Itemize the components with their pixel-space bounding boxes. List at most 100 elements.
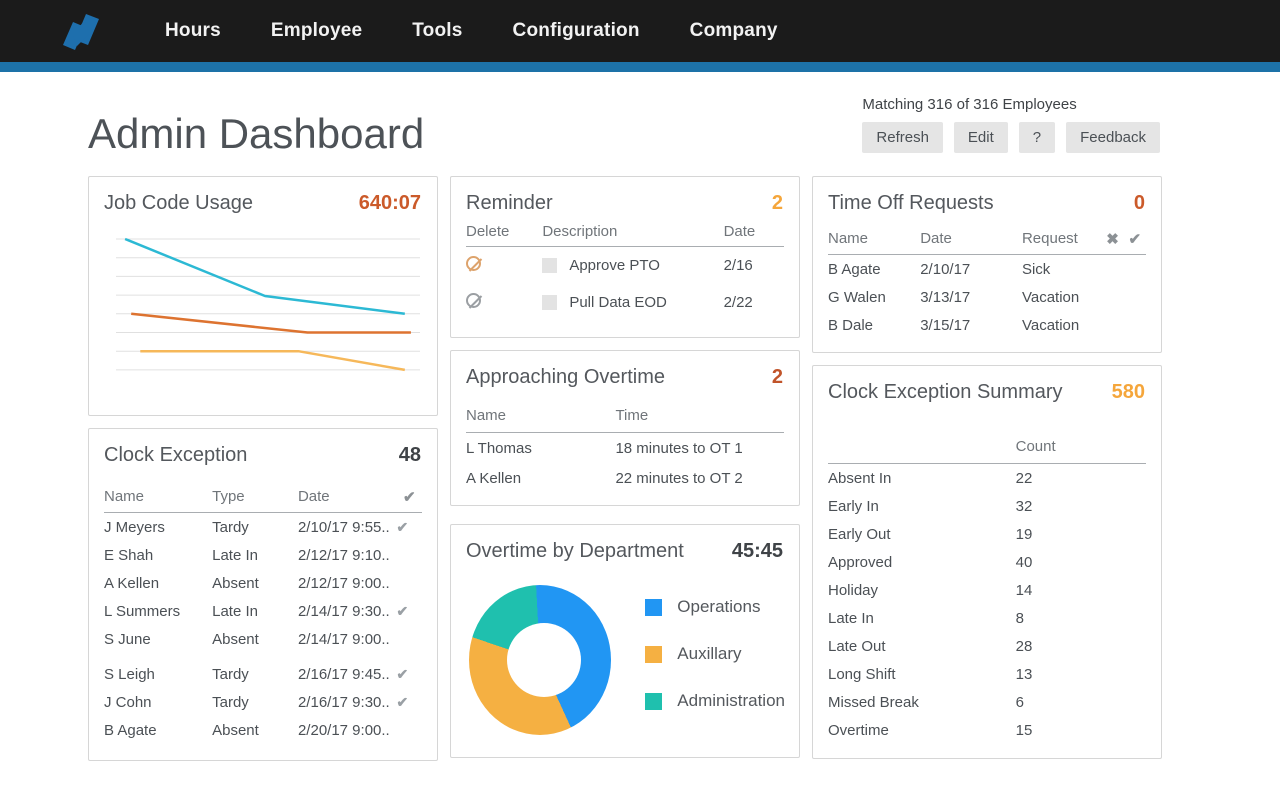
table-row: Approved 40 [828, 548, 1146, 576]
cell-description: Pull Data EOD [569, 294, 667, 311]
card-reminder: Reminder 2 Delete Description Date [450, 176, 800, 338]
legend-label: Auxillary [677, 644, 742, 663]
table-header: Delete Description Date [466, 217, 784, 247]
cell-label: Early Out [828, 525, 891, 543]
clock-exception-rows: J Meyers Tardy 2/10/17 9:55.. ✔ E Shah L… [104, 513, 422, 744]
table-row[interactable]: S Leigh Tardy 2/16/17 9:45.. ✔ [104, 660, 422, 688]
col-name: Name [466, 407, 507, 424]
main-menu: Hours Employee Tools Configuration Company [0, 20, 778, 42]
header-button[interactable]: Refresh [862, 122, 943, 153]
checked-icon: ✔ [396, 665, 409, 682]
card-clock-exception-summary: Clock Exception Summary 580 Count Absent… [812, 365, 1162, 759]
card-value: 580 [1111, 381, 1145, 403]
cell-type: Tardy [212, 693, 249, 711]
cell-request: Vacation [1021, 316, 1080, 334]
cell-count: 40 [1015, 553, 1033, 571]
cell-date: 2/12/17 9:00.. [297, 574, 390, 592]
cell-name: E Shah [104, 546, 154, 564]
col-name: Name [828, 230, 869, 247]
cell-time: 18 minutes to OT 1 [615, 439, 743, 457]
table-row: Absent In 22 [828, 464, 1146, 492]
nav-item[interactable]: Company [689, 20, 778, 41]
nav-item[interactable]: Configuration [512, 20, 640, 41]
col-request: Request [1021, 230, 1078, 247]
cell-date: 2/20/17 9:00.. [297, 721, 390, 739]
cell-name: A Kellen [104, 574, 160, 592]
col-date: Date [920, 230, 952, 247]
card-title: Reminder [466, 192, 553, 214]
col-count: Count [1015, 438, 1056, 455]
cell-name: G Walen [828, 288, 886, 306]
cell-count: 19 [1015, 525, 1033, 543]
header-button[interactable]: ? [1018, 122, 1056, 153]
table-row: Early In 32 [828, 492, 1146, 520]
delete-icon[interactable] [466, 256, 481, 271]
table-row: B Dale 3/15/17 Vacation [828, 311, 1146, 339]
col-name: Name [104, 488, 145, 505]
header-button[interactable]: Feedback [1066, 122, 1160, 153]
cell-name: S Leigh [104, 665, 155, 683]
cell-type: Late In [212, 602, 258, 620]
delete-icon[interactable] [466, 293, 481, 308]
card-title: Approaching Overtime [466, 366, 665, 388]
cell-label: Approved [828, 553, 893, 571]
cell-name: B Dale [828, 316, 874, 334]
top-nav: Hours Employee Tools Configuration Company [0, 0, 1280, 62]
table-row[interactable]: J Meyers Tardy 2/10/17 9:55.. ✔ [104, 513, 422, 541]
card-title: Overtime by Department [466, 540, 684, 562]
cell-count: 6 [1015, 693, 1024, 711]
checked-icon: ✔ [396, 693, 409, 710]
table-row: Missed Break 6 [828, 688, 1146, 716]
col-date: Date [723, 223, 756, 240]
nav-item[interactable]: Tools [412, 20, 463, 41]
matching-employees-text: Matching 316 of 316 Employees [862, 96, 1077, 113]
card-overtime-by-department: Overtime by Department 45:45 Operations [450, 524, 800, 758]
cell-date: 3/13/17 [920, 288, 971, 306]
cell-type: Late In [212, 546, 258, 564]
table-row: G Walen 3/13/17 Vacation [828, 283, 1146, 311]
table-row: Holiday 14 [828, 576, 1146, 604]
dashboard-grid: Job Code Usage 640:07 Clock Exception 48… [0, 176, 1280, 781]
table-row: Late Out 28 [828, 632, 1146, 660]
table-row[interactable]: B Agate Absent 2/20/17 9:00.. [104, 716, 422, 744]
accent-bar [0, 62, 1280, 72]
cell-label: Long Shift [828, 665, 896, 683]
company-logo-icon[interactable] [55, 8, 107, 56]
table-row[interactable]: J Cohn Tardy 2/16/17 9:30.. ✔ [104, 688, 422, 716]
cell-name: A Kellen [466, 469, 522, 487]
nav-item[interactable]: Hours [165, 20, 221, 41]
card-value: 48 [398, 444, 421, 466]
cell-date: 2/10/17 9:55.. [297, 518, 390, 536]
reminder-checkbox[interactable] [542, 258, 558, 273]
time-off-rows: B Agate 2/10/17 Sick G Walen 3/13/17 Vac… [828, 255, 1146, 339]
card-job-code-usage: Job Code Usage 640:07 [88, 176, 438, 416]
cell-date: 2/16 [723, 257, 753, 274]
reminder-checkbox[interactable] [542, 295, 558, 310]
card-approaching-overtime: Approaching Overtime 2 Name Time L Thoma… [450, 350, 800, 506]
table-row: Overtime 15 [828, 716, 1146, 744]
approve-check-icon: ✔ [1128, 230, 1142, 248]
legend-item: Administration [645, 691, 785, 711]
cell-date: 2/16/17 9:45.. [297, 665, 390, 683]
cell-date: 2/22 [723, 294, 753, 311]
cell-label: Early In [828, 497, 879, 515]
table-row[interactable]: A Kellen Absent 2/12/17 9:00.. [104, 569, 422, 597]
card-clock-exception: Clock Exception 48 Name Type Date ✔ J Me… [88, 428, 438, 761]
col-time: Time [615, 407, 649, 424]
table-row: Early Out 19 [828, 520, 1146, 548]
reminder-rows: Approve PTO 2/16 Pull Data EOD 2/22 [466, 247, 784, 321]
col-delete: Delete [466, 223, 510, 240]
table-row[interactable]: S June Absent 2/14/17 9:00.. [104, 625, 422, 653]
cell-count: 13 [1015, 665, 1033, 683]
card-value: 2 [771, 366, 783, 388]
cell-type: Tardy [212, 518, 249, 536]
cell-type: Absent [212, 721, 259, 739]
cell-date: 2/14/17 9:30.. [297, 602, 390, 620]
header-button[interactable]: Edit [953, 122, 1008, 153]
nav-item[interactable]: Employee [270, 20, 363, 41]
table-header: Count [828, 430, 1146, 464]
table-row[interactable]: E Shah Late In 2/12/17 9:10.. [104, 541, 422, 569]
cell-name: B Agate [104, 721, 157, 739]
cell-name: S June [104, 630, 151, 648]
table-row[interactable]: L Summers Late In 2/14/17 9:30.. ✔ [104, 597, 422, 625]
